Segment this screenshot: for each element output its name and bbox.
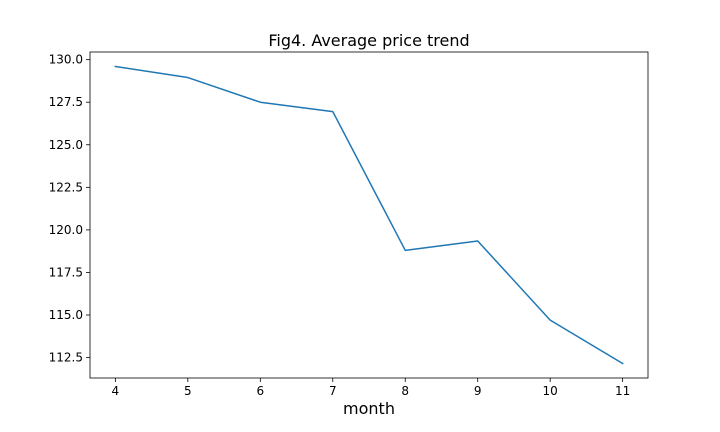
y-tick-label: 120.0	[49, 223, 83, 237]
y-tick-label: 117.5	[49, 265, 83, 279]
x-axis-ticks: 4 5 6 7 8 9 10 11	[112, 378, 630, 398]
x-tick-label: 7	[329, 384, 337, 398]
plot-frame	[89, 51, 649, 379]
chart-title: Fig4. Average price trend	[268, 31, 469, 50]
y-tick-label: 115.0	[49, 308, 83, 322]
y-tick-label: 122.5	[49, 180, 83, 194]
y-tick-label: 125.0	[49, 138, 83, 152]
x-tick-label: 8	[401, 384, 409, 398]
x-tick-label: 9	[474, 384, 482, 398]
x-tick-label: 6	[256, 384, 264, 398]
plot-area	[89, 51, 649, 379]
x-axis-label: month	[343, 399, 395, 418]
y-tick-label: 127.5	[49, 95, 83, 109]
x-tick-label: 5	[184, 384, 192, 398]
y-tick-label: 130.0	[49, 53, 83, 67]
x-tick-label: 10	[543, 384, 558, 398]
series-line-0	[114, 65, 624, 365]
y-tick-label: 112.5	[49, 351, 83, 365]
x-tick-label: 11	[615, 384, 630, 398]
y-axis-ticks: 112.5 115.0 117.5 120.0 122.5 125.0 127.5 130.0	[49, 53, 90, 365]
x-tick-label: 4	[112, 384, 120, 398]
